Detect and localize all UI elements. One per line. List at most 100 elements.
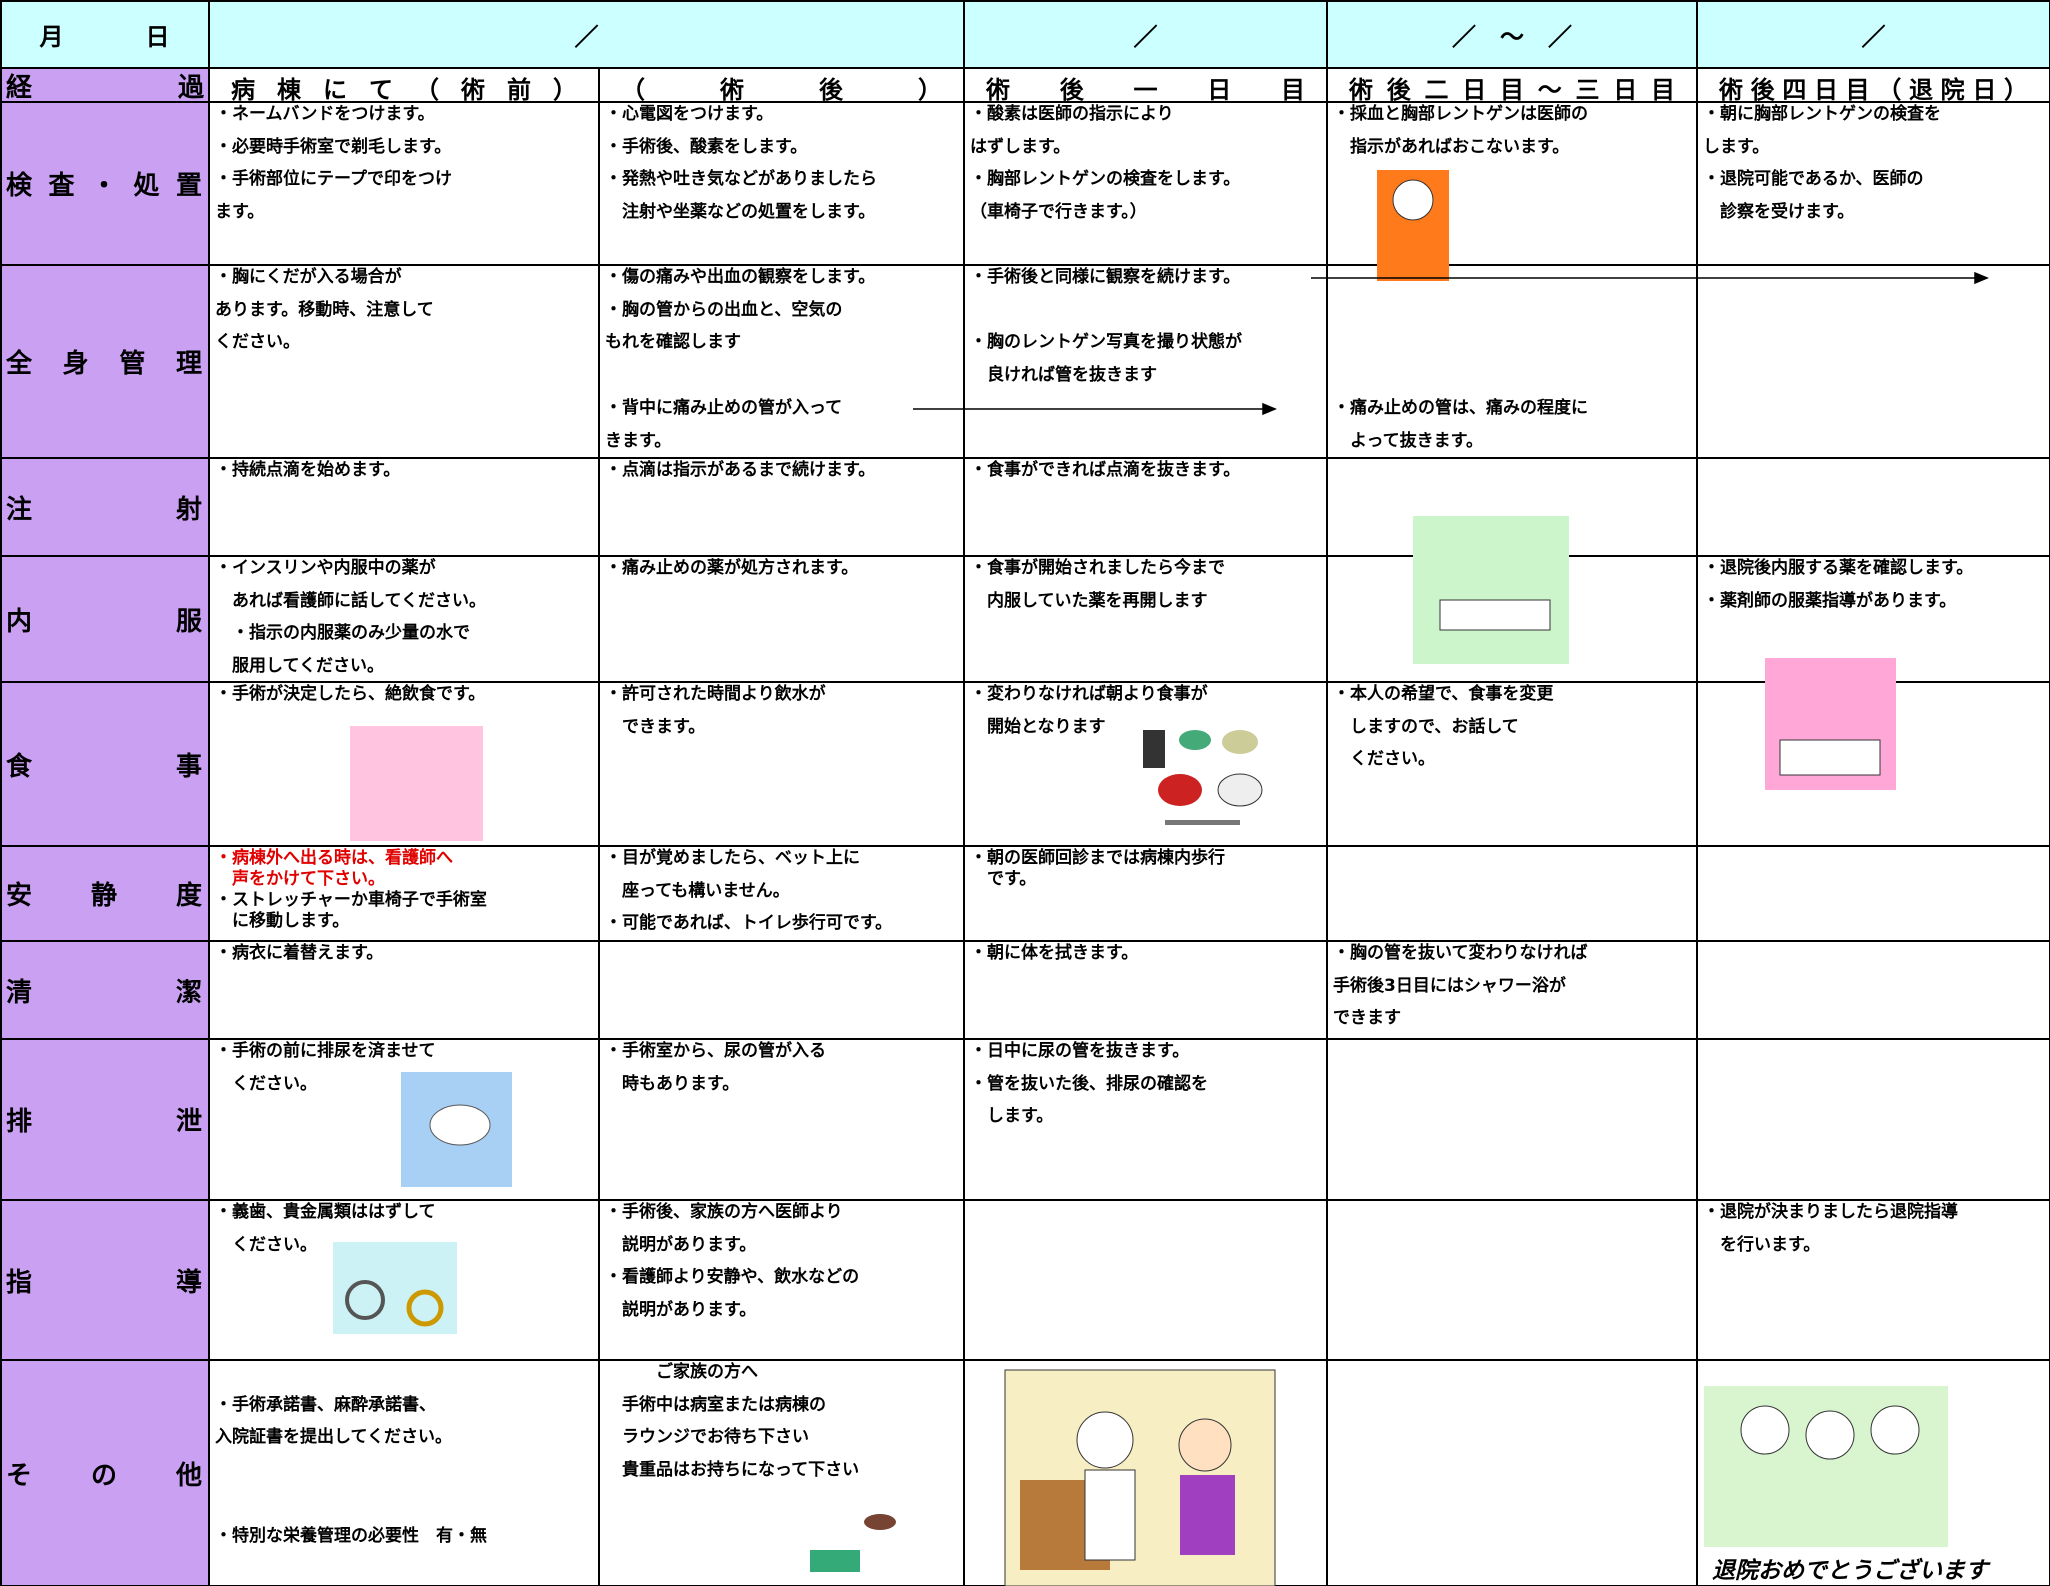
cell-text: ・背中に痛み止めの管が入って [605,397,843,418]
cell-text: です。 [970,869,1037,889]
cell-text: 手術中は病室または病棟の [605,1394,826,1415]
date-cell: ／ ～ ／ [1452,22,1572,51]
cell-text: ・採血と胸部レントゲンは医師の [1333,104,1588,124]
cell-text: 説明があります。 [605,1300,757,1321]
cell-text: ・本人の希望で、食事を変更 [1333,684,1554,704]
row-label-cell: 内服 [6,556,202,682]
cell-text: ・朝の医師回診までは病棟内歩行 [970,848,1225,868]
cell-text: 注射や坐薬などの処置をします。 [605,202,876,223]
cell-text: あります。移動時、注意して [215,299,434,320]
cell-text: ・看護師より安静や、飲水などの [605,1267,860,1288]
progress-label-cell: 経過 [6,68,204,103]
cell-text: もれを確認します [605,332,741,353]
nurse-face [1392,179,1434,221]
cell-text: ・病衣に着替えます。 [215,943,384,963]
cell-text: ラウンジでお待ち下さい [605,1427,809,1448]
cell-text: ・胸部レントゲンの検査をします。 [970,169,1241,190]
row-label-cell: 注射 [6,458,202,556]
date-cell: ／ [574,22,599,51]
cell-text: ・酸素は医師の指示により [970,104,1174,124]
cell-text: ・可能であれば、トイレ歩行可です。 [605,913,893,934]
label-column-bg [0,68,209,1586]
discharge-caption: 退院おめでとうございます [1712,1558,1988,1584]
cell-text: ・朝に胸部レントゲンの検査を [1703,104,1941,124]
cell-text: 入院証書を提出してください。 [215,1427,452,1448]
cell-text: を行います。 [1703,1234,1821,1255]
row-label: 食事 [6,751,202,782]
cell-text: きます。 [605,430,672,451]
row-label: 排泄 [6,1107,202,1137]
cell-text: ・点滴は指示があるまで続けます。 [605,460,876,480]
date-cell: ／ [1133,22,1158,51]
cell-text: ・発熱や吐き気などがありましたら [605,169,877,190]
row-label: 安静度 [6,881,202,911]
cell-text: ・指示の内服薬のみ少量の水で [215,623,470,644]
cell-text: ください。 [215,1073,317,1094]
cell-text: ・手術承諾書、麻酔承諾書、 [215,1394,436,1415]
cell-text: 時もあります。 [605,1073,740,1094]
cell-text: 声をかけて下さい。 [215,869,385,889]
cell-text: ・手術部位にテープで印をつけ [215,169,452,190]
cell-text: ・手術後、家族の方へ医師より [605,1202,843,1222]
cell-text: （車椅子で行きます。） [970,202,1147,223]
cell-text: ください。 [1333,749,1435,770]
cell-text: に移動します。 [215,911,350,931]
cell-text: ・持続点滴を始めます。 [215,460,401,480]
food-illustration [1143,730,1263,825]
consultation-illustration [1004,1369,1276,1586]
date-label: 月日 [39,22,170,51]
date-cell: ／ [1861,22,1886,51]
surgery-illustration [350,726,483,841]
cell-text: できます。 [605,716,706,737]
cell-text: ください。 [215,1234,317,1255]
row-label: その他 [6,1460,202,1491]
cell-text: します。 [970,1106,1054,1127]
cell-text: ・手術の前に排尿を済ませて [215,1041,436,1061]
phase-label: 術後一日目 [986,76,1305,104]
cell-text: ・義歯、貴金属類ははずして [215,1202,436,1222]
row-label: 注射 [6,494,202,525]
cell-text: ・痛み止めの管は、痛みの程度に [1333,397,1588,418]
cell-text: ・退院後内服する薬を確認します。 [1703,558,1974,578]
cell-text: ・ストレッチャーか車椅子で手術室 [215,890,487,910]
row-label-cell: その他 [6,1360,202,1586]
row-label-cell: 排泄 [6,1039,202,1200]
cell-text: ・胸の管からの出血と、空気の [605,299,843,320]
cell-text: ください。 [215,332,300,353]
cell-text: 指示があればおこないます。 [1333,136,1570,157]
phase-label: 術後二日目～三日目 [1349,76,1675,104]
cell-text: ・手術後と同様に観察を続けます。 [970,267,1241,287]
cell-text: ・目が覚めましたら、ベット上に [605,848,860,868]
row-label: 検査・処置 [6,171,202,201]
cell-text: 座っても構いません。 [605,880,790,901]
cell-text: します。 [1703,136,1770,157]
cell-text: ・インスリンや内服中の薬が [215,558,436,578]
cell-text: ・痛み止めの薬が処方されます。 [605,558,859,578]
phase-label: 病棟にて（術前） [231,76,577,104]
bed-illustration [1413,516,1569,664]
cell-text: ・病棟外へ出る時は、看護師へ [215,848,453,868]
row-label: 清潔 [6,977,202,1008]
cell-text: ます。 [215,202,265,223]
row-label: 指導 [6,1267,202,1298]
row-label: 内服 [6,606,202,637]
cell-text: 貴重品はお持ちになって下さい [605,1460,860,1481]
cell-text: ・変わりなければ朝より食事が [970,684,1208,704]
cell-text: ・手術室から、尿の管が入る [605,1041,826,1061]
cell-text: 手術後3日目にはシャワー浴が [1333,975,1566,996]
progress-label: 経過 [6,72,204,103]
cell-text: 良ければ管を抜きます [970,365,1157,386]
row-label-cell: 全身管理 [6,265,202,458]
cell-text: ・食事ができれば点滴を抜きます。 [970,460,1241,480]
tray-shape [1779,739,1881,776]
staff-illustration [1704,1386,1948,1547]
ring [345,1280,385,1320]
cell-text: ・手術が決定したら、絶飲食です。 [215,684,486,704]
cell-text: ・許可された時間より飲水が [605,684,826,704]
cell-text: ・胸にくだが入る場合が [215,267,402,287]
date-label-bg [0,0,209,68]
cell-text: ・手術後、酸素をします。 [605,136,808,157]
cell-text: ・退院が決まりましたら退院指導 [1703,1202,1958,1222]
cell-text: できます [1333,1008,1401,1029]
